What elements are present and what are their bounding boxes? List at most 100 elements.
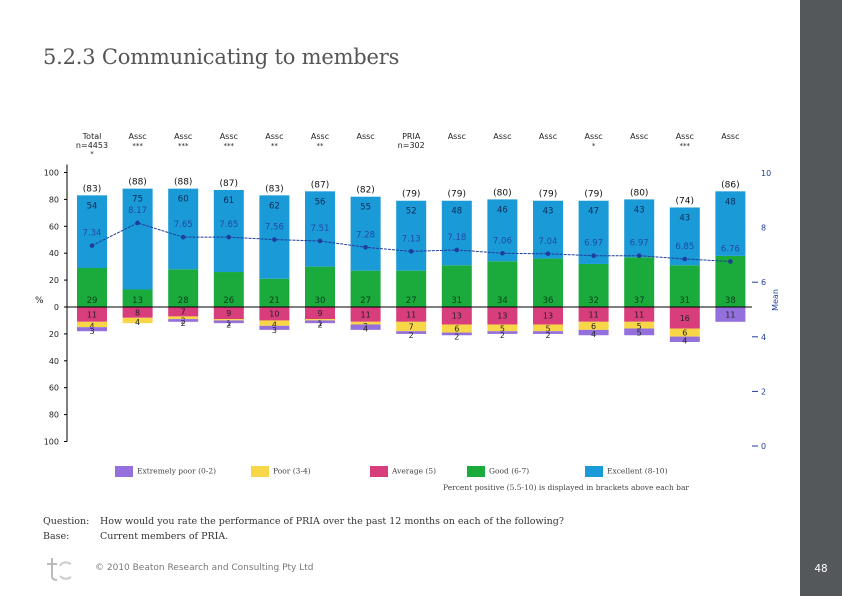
mean-point [180,234,186,240]
mean-label: 7.28 [356,230,375,240]
data-label-good: 29 [87,296,98,306]
bar-segment-average [487,307,518,325]
mean-label: 7.18 [447,233,466,243]
data-label-good: 36 [543,296,554,306]
data-label-good: 21 [269,296,280,306]
bar-segment-good [487,261,518,307]
y-tick-label: 60 [49,384,59,393]
data-label-excellent: 47 [588,207,599,217]
data-label-negative: 11 [634,310,644,319]
bar-segment-extremely [259,325,290,330]
data-label-negative: 6 [454,325,459,334]
data-label-negative: 7 [181,308,186,317]
y-tick-label: 100 [44,169,59,178]
column-header: Assc [220,132,238,141]
percent-positive-label: (86) [721,180,739,190]
legend-swatch [115,466,133,477]
percent-positive-label: (79) [539,190,557,200]
column-header-n: n=4453 [76,141,108,150]
data-label-negative: 1 [317,319,322,328]
data-label-excellent: 52 [406,207,417,217]
copyright-text: © 2010 Beaton Research and Consulting Pt… [95,563,314,573]
data-label-negative: 5 [500,324,505,333]
bar-segment-average [168,307,199,317]
data-label-excellent: 46 [497,205,508,215]
data-label-negative: 2 [500,331,505,340]
bar-segment-average [669,307,700,329]
legend-swatch [370,466,388,477]
bar-segment-good [77,267,107,307]
column-header: Assc [265,132,283,141]
data-label-good: 28 [178,296,189,306]
data-label-negative: 2 [545,331,550,340]
data-label-negative: 2 [226,320,231,329]
bar-segment-excellent [533,200,563,259]
percent-positive-label: (80) [493,188,511,198]
mean-point [500,250,505,256]
data-label-good: 27 [406,296,417,306]
y-tick-label: 80 [49,411,59,420]
bar-segment-average [305,307,335,320]
bar-segment-extremely [168,319,199,322]
bar-segment-excellent [715,191,746,256]
mean-label: 7.51 [311,224,330,234]
column-header: Assc [448,132,466,141]
data-label-negative: 4 [272,320,277,329]
data-label-excellent: 56 [315,197,326,207]
bar-segment-extremely [533,331,563,334]
data-label-negative: 4 [135,318,140,327]
data-label-good: 31 [679,296,690,306]
bar-segment-poor [77,321,107,328]
bar-segment-good [213,272,244,307]
data-label-good: 38 [725,296,736,306]
data-label-negative: 8 [135,308,140,317]
data-label-good: 34 [497,296,508,306]
significance-marker: * [90,150,94,158]
mean-label: 6.85 [675,242,694,252]
bar-segment-excellent [305,191,335,267]
data-label-excellent: 43 [634,205,645,215]
bar-segment-excellent [669,207,700,266]
bar-segment-good [350,270,381,307]
mean-label: 7.34 [83,229,102,239]
data-label-negative: 9 [317,309,322,318]
percent-positive-label: (74) [676,196,694,206]
y-tick-label: 40 [49,249,59,258]
bar-segment-poor [533,324,563,332]
bar-segment-excellent [624,199,655,258]
data-label-negative: 4 [591,330,596,339]
bar-segment-poor [305,319,335,321]
data-label-negative: 11 [725,310,735,319]
y-tick-label: 20 [49,330,59,339]
mean-point [728,259,733,264]
bar-segment-excellent [213,189,244,273]
data-label-excellent: 75 [132,195,143,205]
bar-segment-extremely [77,327,107,332]
bar-segment-average [578,307,609,322]
significance-marker: *** [680,142,691,150]
bar-segment-good [305,266,335,307]
bar-segment-excellent [122,188,153,290]
data-label-excellent: 48 [451,207,462,217]
mean-point [272,237,277,242]
mean-label: 6.76 [721,244,740,254]
data-label-negative: 2 [409,331,414,340]
data-label-good: 32 [588,296,599,306]
bar-segment-extremely [487,331,518,334]
bar-segment-extremely [624,328,655,336]
bar-segment-good [441,265,472,307]
mean-label: 6.97 [630,239,649,249]
data-label-negative: 13 [497,312,507,321]
percent-positive-label: (79) [448,190,466,200]
data-label-negative: 10 [269,310,279,319]
bar-segment-average [441,307,472,325]
legend-item-extremely-poor: Extremely poor (0-2) [115,466,216,477]
percent-positive-label: (83) [83,184,101,194]
data-label-negative: 4 [363,324,368,333]
bar-segment-poor [350,321,381,325]
bar-segment-poor [213,319,244,321]
data-label-good: 13 [132,296,143,306]
bar-segment-poor [578,321,609,330]
bar-segment-good [396,270,427,307]
bar-segment-poor [122,317,153,324]
